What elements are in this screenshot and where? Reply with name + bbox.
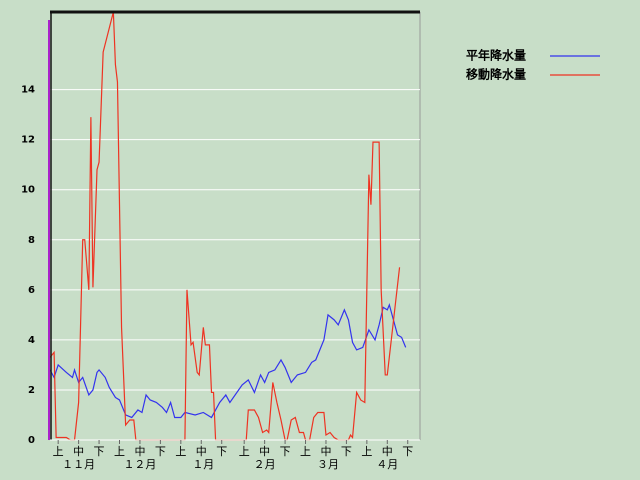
y-tick-label: 4	[28, 335, 35, 346]
month-label: １月	[192, 458, 214, 471]
month-label: ２月	[254, 458, 276, 471]
x-tick-label: 下	[341, 445, 352, 458]
x-tick-label: 上	[239, 445, 250, 458]
x-tick-label: 下	[216, 445, 227, 458]
legend-label: 移動降水量	[466, 67, 526, 82]
x-tick-label: 上	[53, 445, 64, 458]
y-tick-label: 8	[28, 235, 35, 246]
y-tick-label: 10	[21, 185, 35, 196]
x-tick-label: 中	[134, 445, 145, 458]
y-tick-label: 0	[28, 435, 35, 446]
month-label: ３月	[317, 458, 339, 471]
x-tick-label: 上	[361, 445, 372, 458]
legend-label: 平年降水量	[466, 48, 526, 63]
x-tick-label: 中	[259, 445, 270, 458]
y-tick-label: 2	[28, 385, 35, 396]
series-line	[50, 302, 407, 419]
month-label: １２月	[123, 458, 156, 471]
x-tick-label: 上	[114, 445, 125, 458]
x-tick-label: 下	[155, 445, 166, 458]
series-line	[50, 12, 401, 441]
y-tick-label: 12	[21, 135, 35, 146]
x-tick-label: 上	[300, 445, 311, 458]
y-tick-label: 14	[21, 85, 35, 96]
month-label: ４月	[376, 458, 398, 471]
x-tick-label: 中	[196, 445, 207, 458]
y-tick-label: 6	[28, 285, 35, 296]
x-tick-label: 中	[320, 445, 331, 458]
plot-lines	[50, 12, 407, 441]
x-tick-label: 中	[73, 445, 84, 458]
x-tick-label: 下	[402, 445, 413, 458]
x-tick-label: 上	[175, 445, 186, 458]
month-label: １１月	[62, 458, 95, 471]
x-tick-label: 中	[382, 445, 393, 458]
x-tick-label: 下	[280, 445, 291, 458]
x-tick-label: 下	[94, 445, 105, 458]
